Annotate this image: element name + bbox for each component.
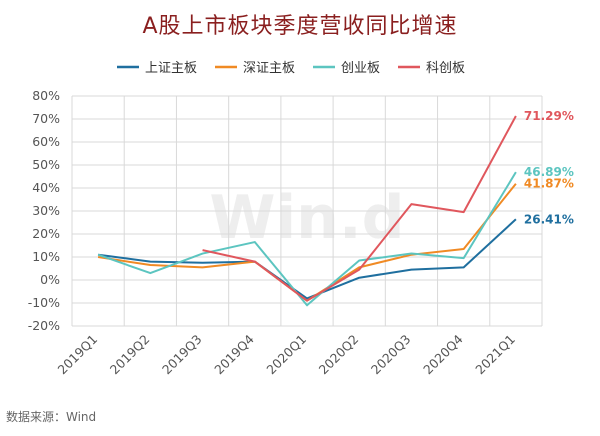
y-tick-label: 40% [32,180,60,195]
x-tick-label: 2020Q4 [420,331,466,377]
y-tick-label: 70% [32,111,60,126]
y-tick-label: -10% [28,295,60,310]
y-tick-label: -20% [28,318,60,333]
chart-title: A股上市板块季度营收同比增速 [142,14,458,39]
x-tick-label: 2019Q2 [107,332,153,378]
x-tick-label: 2020Q3 [368,332,414,378]
y-tick-label: 80% [32,88,60,103]
x-tick-label: 2020Q1 [263,332,309,378]
y-tick-label: 30% [32,203,60,218]
legend-label: 深证主板 [243,61,295,76]
x-tick-label: 2020Q2 [316,332,362,378]
y-tick-label: 50% [32,157,60,172]
x-tick-label: 2019Q3 [159,332,205,378]
series-line-科创板 [202,115,517,302]
watermark: Win.d [209,183,404,253]
data-source-note: 数据来源：Wind [6,410,97,424]
end-value-label: 26.41% [524,212,574,226]
y-tick-label: 60% [32,134,60,149]
x-tick-label: 2019Q4 [211,331,257,377]
end-value-label: 41.87% [524,177,574,191]
end-value-label: 71.29% [524,109,574,123]
series-line-上证主板 [97,218,517,300]
legend-label: 科创板 [426,61,465,76]
y-tick-label: 0% [40,272,60,287]
legend-label: 创业板 [341,61,380,76]
x-tick-label: 2019Q1 [55,332,101,378]
end-value-label: 46.89% [524,165,574,179]
y-tick-label: 10% [32,249,60,264]
y-tick-label: 20% [32,226,60,241]
series-line-创业板 [97,171,517,307]
legend-label: 上证主板 [145,61,197,76]
x-tick-label: 2021Q1 [472,332,518,378]
